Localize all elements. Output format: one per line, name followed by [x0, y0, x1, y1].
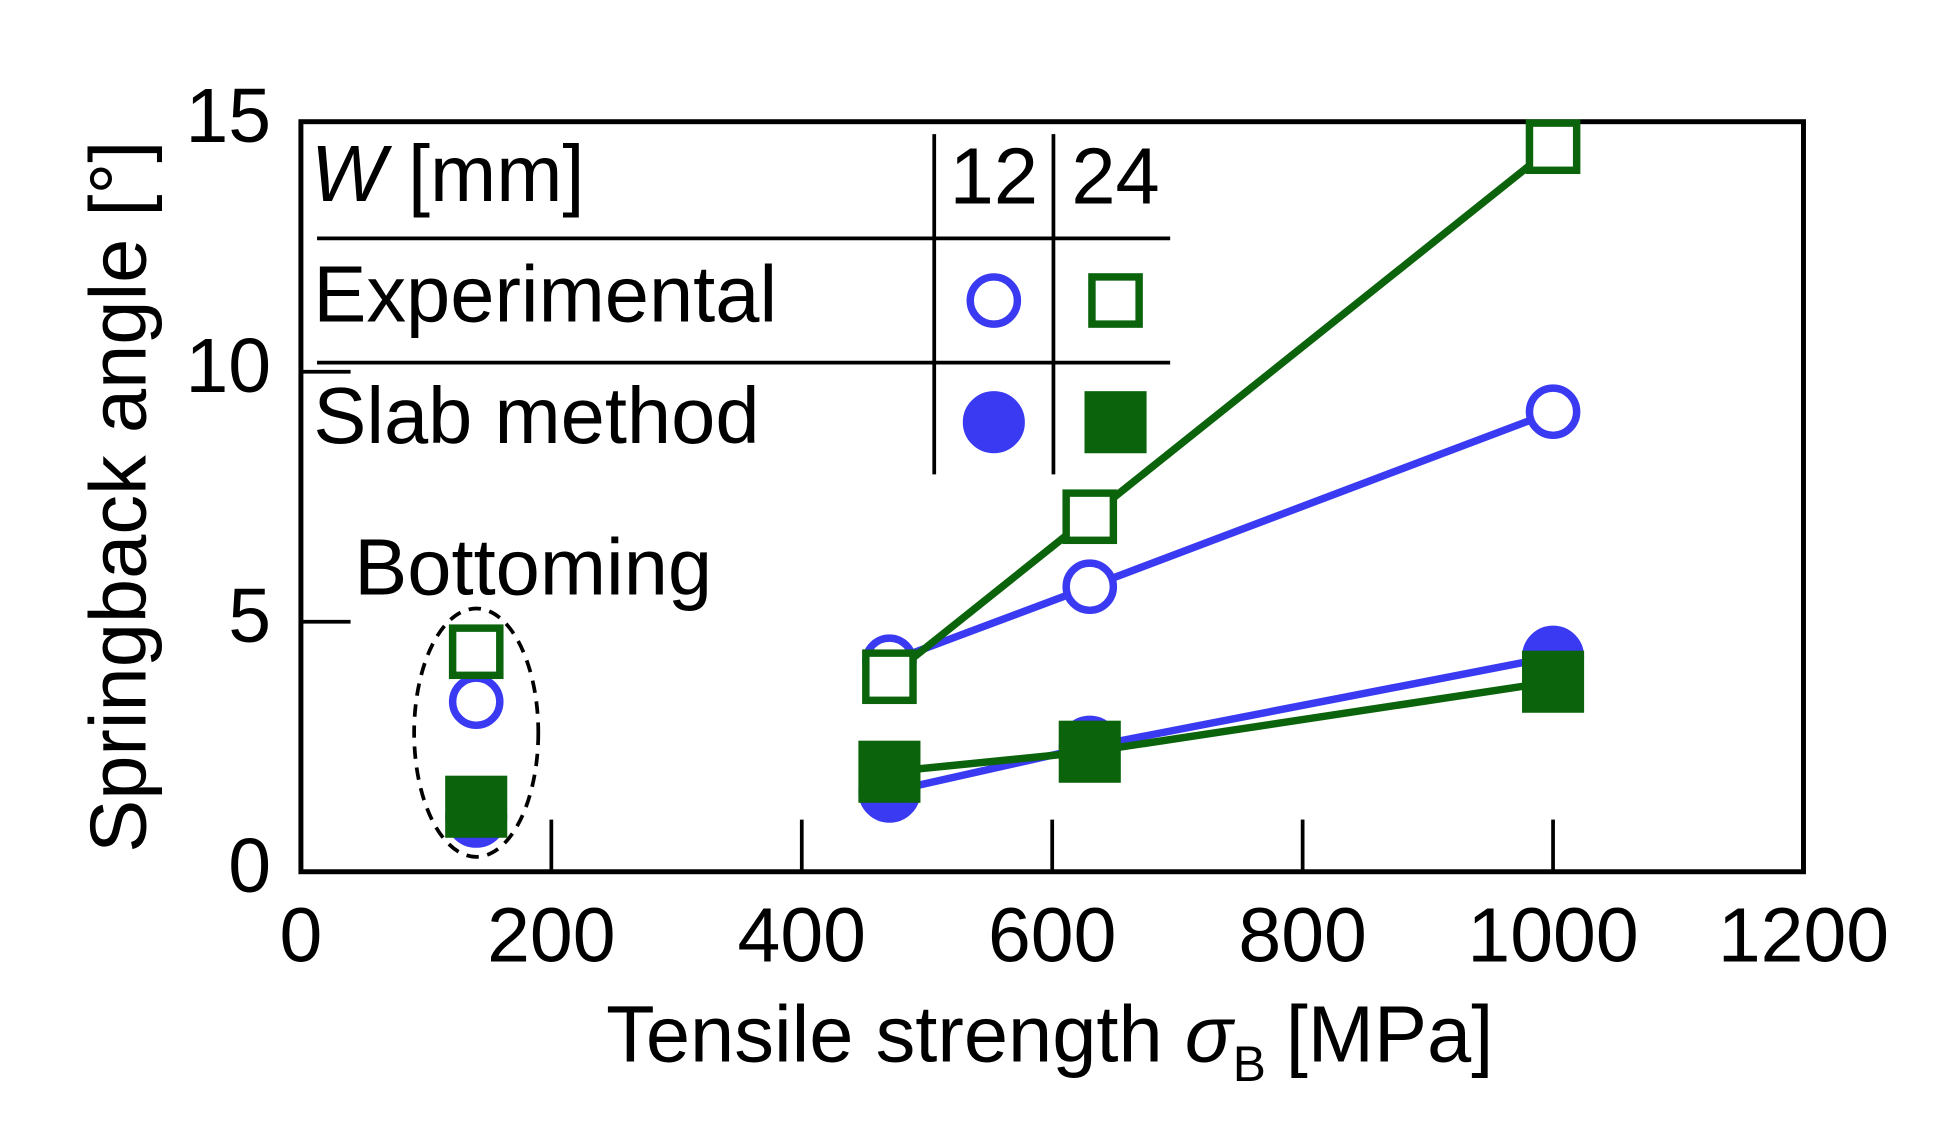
point	[1525, 384, 1581, 440]
x-tick-label: 200	[487, 893, 615, 979]
line	[889, 678, 1554, 776]
legend-row: Experimental	[313, 250, 777, 339]
legend-row: Slab method	[313, 371, 759, 460]
point	[858, 740, 921, 803]
x-axis-label-subscript: B	[1233, 1036, 1266, 1092]
x-axis-label: Tensile strength σB [MPa]	[606, 990, 1493, 1092]
y-tick-label: 5	[228, 573, 271, 659]
point	[1062, 489, 1118, 545]
y-tick-label: 0	[228, 823, 271, 909]
x-tick-label: 1000	[1467, 893, 1638, 979]
legend-marker	[962, 391, 1025, 454]
annotation-ellipse	[412, 606, 541, 859]
legend-variable: W	[311, 129, 393, 218]
annotation: Bottoming	[354, 523, 712, 612]
legend-column: 24	[1071, 132, 1159, 221]
legend-column: 12	[950, 132, 1038, 221]
x-axis-label-symbol: σ	[1185, 990, 1236, 1079]
x-tick-label: 800	[1238, 893, 1366, 979]
x-tick-label: 1200	[1718, 893, 1889, 979]
legend-unit: [mm]	[408, 129, 585, 218]
point	[445, 775, 508, 838]
x-tick-label: 400	[738, 893, 866, 979]
legend-header: W [mm]	[311, 129, 585, 218]
x-axis-label-text: Tensile strength	[606, 990, 1163, 1079]
point	[1062, 559, 1118, 615]
x-axis-label-unit: [MPa]	[1286, 990, 1494, 1079]
point	[448, 674, 504, 730]
point	[1058, 720, 1121, 783]
point	[1525, 119, 1581, 175]
y-tick-label: 10	[185, 323, 271, 409]
x-tick-label: 0	[280, 893, 323, 979]
legend-marker	[1088, 273, 1143, 328]
y-axis-label: Springback angle [°]	[74, 141, 163, 853]
point	[862, 649, 917, 705]
line	[888, 653, 1554, 796]
legend: W [mm]	[311, 129, 1171, 475]
point	[1522, 650, 1585, 713]
x-tick-label: 600	[988, 893, 1116, 979]
y-tick-label: 15	[185, 73, 271, 159]
legend-marker	[966, 273, 1022, 328]
point	[448, 624, 504, 680]
legend-marker	[1084, 391, 1147, 454]
